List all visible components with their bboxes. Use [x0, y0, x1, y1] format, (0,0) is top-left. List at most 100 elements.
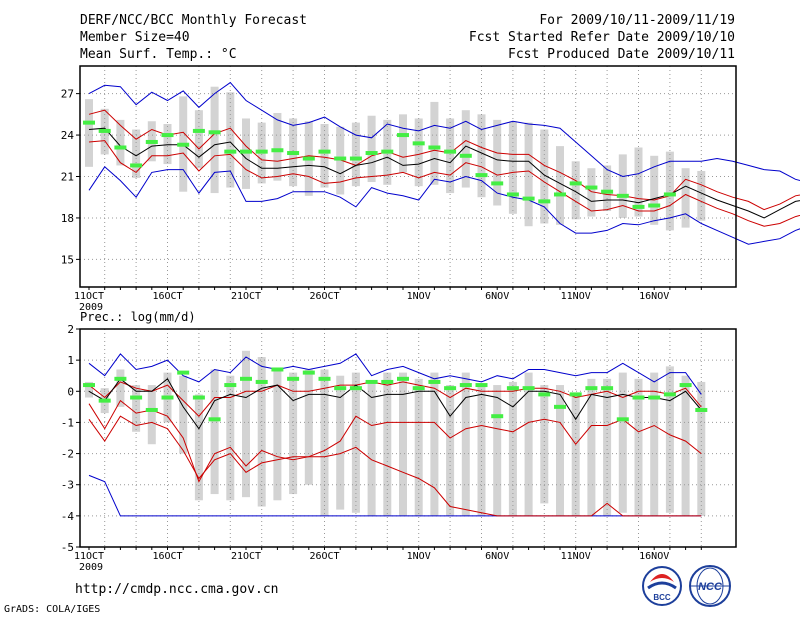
prec-member-range-bar — [132, 385, 141, 432]
temp-xtick-label: 11OCT — [74, 291, 104, 302]
prec-xtick-label: 1NOV — [407, 551, 431, 562]
prec-observed-marker — [271, 367, 284, 372]
prec-p75-line — [88, 381, 702, 417]
temp-xtick-label: 21OCT — [231, 291, 261, 302]
temp-mean-line — [88, 127, 800, 219]
prec-member-range-bar — [210, 369, 219, 495]
prec-observed-marker — [491, 414, 504, 419]
temp-member-range-bar — [524, 122, 533, 227]
temperature-panel: 15 18 21 24 27 11OCT 16OCT 21OCT 26OCT 1NOV 6NOV 11… — [61, 65, 800, 313]
prec-min-line — [88, 474, 702, 517]
prec-p10-line — [88, 415, 702, 517]
prec-observed-marker — [161, 395, 174, 400]
grads-credit: GrADS: COLA/IGES — [4, 604, 101, 615]
forecast-started-date: Fcst Started Refer Date 2009/10/10 — [468, 30, 735, 45]
prec-member-range-bar — [242, 350, 250, 498]
temp-observed-marker — [491, 181, 504, 186]
prec-xtick-label: 6NOV — [485, 551, 509, 562]
prec-member-range-bar — [399, 372, 407, 516]
prec-observed-marker — [444, 386, 457, 391]
temp-member-range-bar — [116, 119, 125, 166]
temp-xtick-label: 6NOV — [485, 291, 509, 302]
temp-observed-marker — [412, 141, 425, 146]
temp-ytick-label: 21 — [61, 171, 74, 184]
temp-member-range-bar — [446, 118, 455, 194]
temp-member-range-bar — [163, 124, 172, 165]
temp-observed-marker — [287, 151, 300, 156]
bcc-logo: BCC — [642, 566, 682, 606]
prec-observed-marker — [679, 383, 692, 388]
prec-member-range-bar — [697, 381, 706, 516]
temp-member-range-bar — [477, 114, 486, 198]
temp-max-line — [88, 81, 800, 181]
prec-ytick-label: -2 — [61, 448, 74, 461]
temp-member-range-bar — [320, 124, 329, 188]
temp-member-range-bar — [273, 112, 282, 181]
prec-member-range-bar — [603, 378, 612, 516]
prec-member-range-bar — [461, 372, 470, 516]
forecast-produced-date: Fcst Produced Date 2009/10/11 — [508, 47, 735, 62]
prec-observed-marker — [397, 376, 409, 381]
prec-member-range-bar — [179, 375, 188, 454]
temp-member-range-bar — [603, 165, 612, 212]
prec-member-range-bar — [540, 385, 549, 504]
temp-observed-marker — [397, 133, 409, 138]
ncc-logo-text: NCC — [698, 581, 723, 593]
ncc-logo: NCC — [689, 565, 731, 607]
prec-member-range-bar — [524, 372, 533, 516]
temp-observed-marker — [255, 149, 268, 154]
prec-observed-marker — [98, 398, 111, 403]
prec-member-range-bar — [147, 385, 156, 445]
temp-member-range-bar — [194, 110, 203, 169]
prec-observed-marker — [585, 386, 598, 391]
temp-observed-marker — [585, 185, 598, 190]
temp-observed-marker — [114, 145, 127, 150]
prec-mean-line — [88, 378, 702, 430]
temp-member-range-bar — [414, 118, 423, 187]
prec-observed-marker — [381, 379, 394, 384]
temp-p25-line — [88, 140, 800, 227]
member-size: Member Size=40 — [80, 30, 190, 45]
temp-observed-marker — [192, 128, 205, 133]
temp-observed-marker — [522, 196, 535, 201]
prec-member-range-bar — [383, 372, 392, 516]
temp-observed-marker — [459, 153, 472, 158]
prec-observed-marker — [224, 383, 237, 388]
prec-year-label: 2009 — [79, 562, 103, 573]
temp-member-range-bar — [665, 151, 674, 231]
prec-ytick-label: 2 — [67, 323, 74, 336]
temp-member-range-bar — [210, 86, 219, 194]
temp-xtick-label: 1NOV — [407, 291, 431, 302]
prec-member-range-bar — [273, 369, 282, 501]
temp-observed-marker — [601, 189, 614, 194]
temp-member-range-bar — [493, 119, 502, 206]
temp-observed-marker — [98, 128, 111, 133]
temp-member-range-bar — [336, 126, 345, 195]
prec-member-range-bar — [430, 372, 439, 516]
temp-xtick-label: 11NOV — [561, 291, 591, 302]
prec-xtick-label: 11OCT — [74, 551, 104, 562]
prec-member-range-bar — [351, 372, 360, 513]
temp-observed-marker — [145, 139, 158, 144]
prec-panel-title: Prec.: log(mm/d) — [80, 310, 196, 324]
temp-observed-marker — [365, 151, 378, 156]
prec-observed-marker — [648, 395, 661, 400]
temp-member-range-bar — [367, 115, 376, 183]
prec-observed-marker — [302, 370, 315, 375]
temp-observed-marker — [444, 149, 457, 154]
temp-ytick-label: 15 — [61, 253, 74, 266]
prec-observed-marker — [695, 407, 708, 412]
prec-xtick-label: 16NOV — [639, 551, 669, 562]
source-url[interactable]: http://cmdp.ncc.cma.gov.cn — [75, 582, 279, 597]
temp-observed-marker — [224, 149, 237, 154]
prec-ytick-label: 1 — [67, 354, 74, 367]
temp-observed-marker — [161, 133, 174, 138]
temp-member-range-bar — [430, 101, 439, 185]
prec-member-range-bar — [194, 394, 203, 501]
temp-observed-marker — [616, 193, 629, 198]
prec-xtick-label: 26OCT — [309, 551, 339, 562]
temp-observed-marker — [648, 203, 661, 208]
temp-observed-marker — [663, 192, 676, 197]
temp-observed-marker — [334, 156, 347, 161]
